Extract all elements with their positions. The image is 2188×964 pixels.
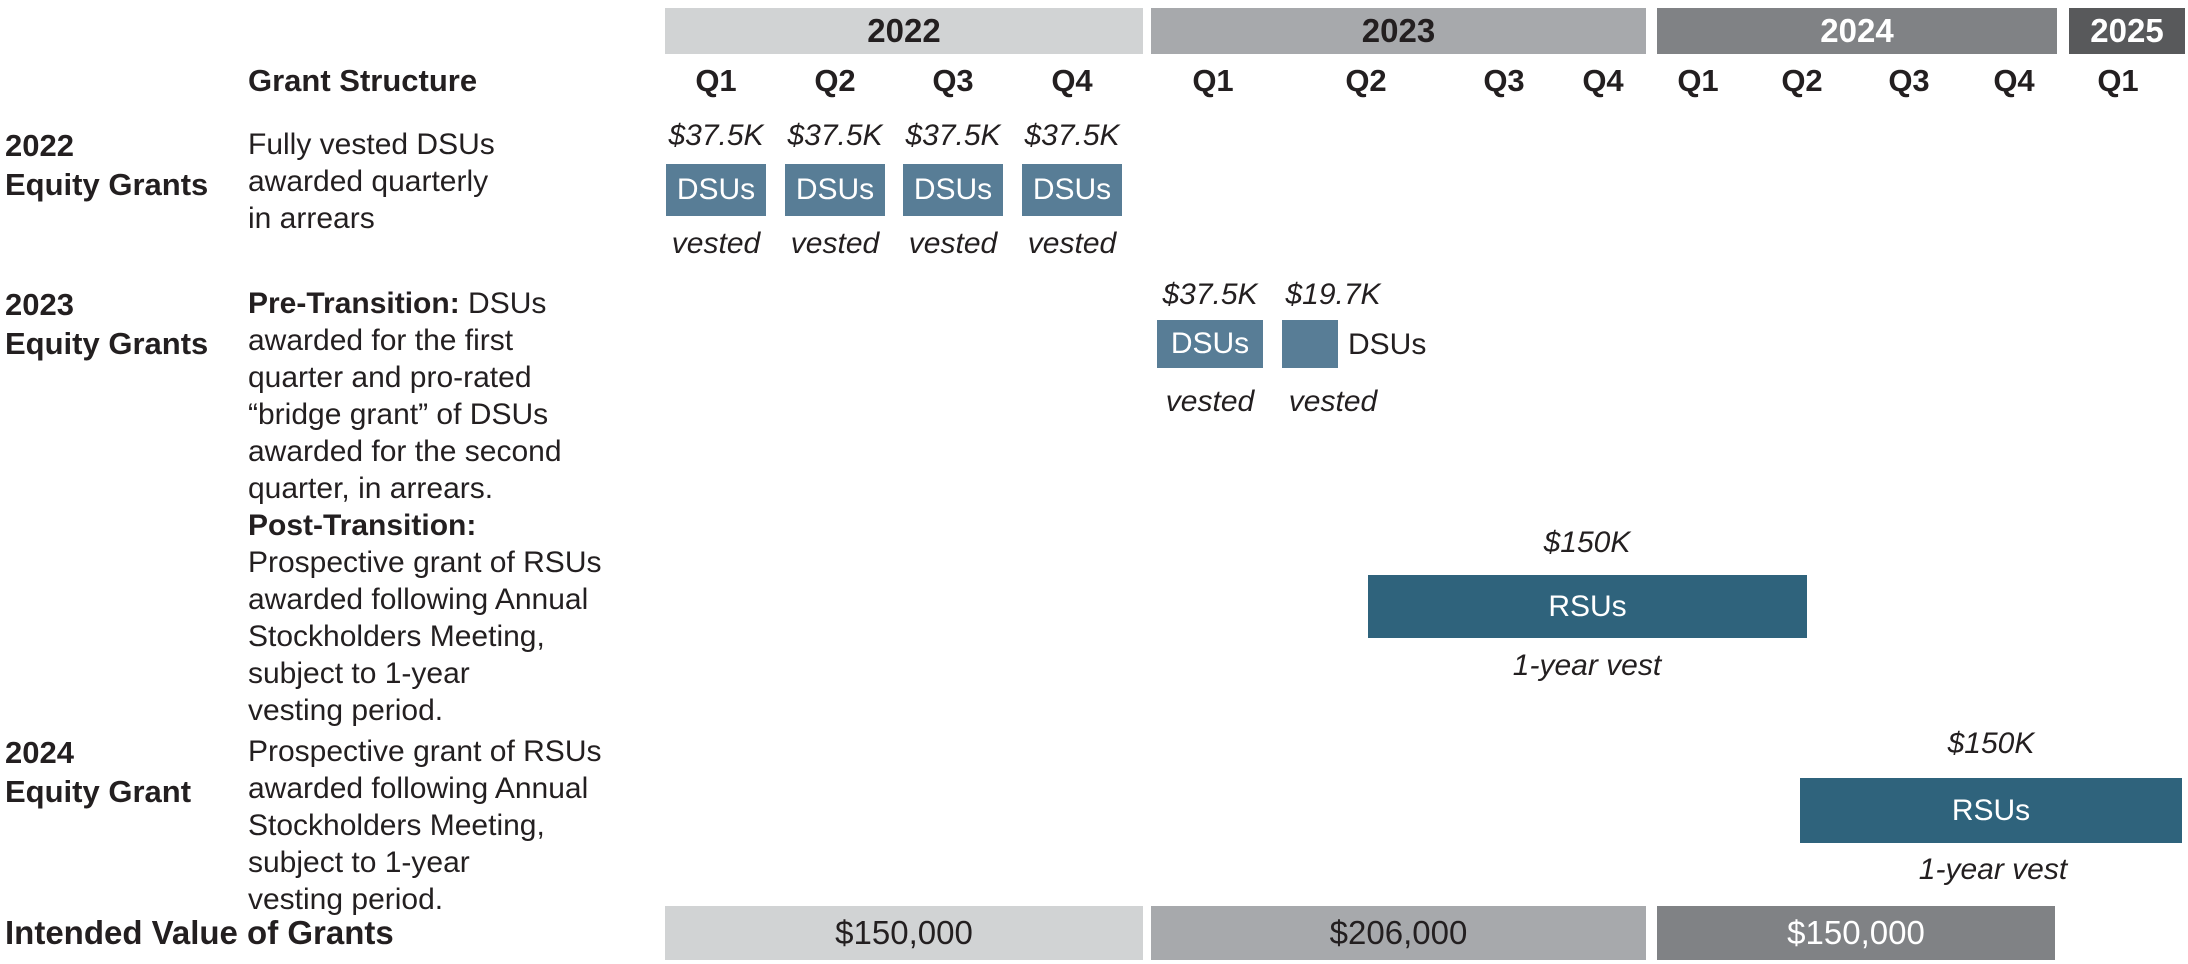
- row-label-year: 2023: [5, 287, 74, 322]
- description-line: Fully vested DSUs: [248, 128, 495, 161]
- quarter-label-2022-q3: Q3: [932, 63, 974, 98]
- dsu-grant-box: DSUs: [903, 164, 1003, 216]
- description-line: quarter, in arrears.: [248, 472, 494, 505]
- grant-value-label: $37.5K: [1162, 278, 1258, 311]
- grant-structure-description-2023: Pre-Transition: DSUs awarded for the fir…: [248, 285, 601, 729]
- description-line: awarded following Annual: [248, 583, 589, 616]
- grant-value-label: $150K: [1543, 526, 1631, 559]
- year-band-2023: 2023: [1151, 8, 1646, 54]
- description-line: Pre-Transition: DSUs: [248, 285, 601, 322]
- description-text: DSUs: [459, 287, 547, 320]
- quarter-label-2023-q2: Q2: [1345, 63, 1387, 98]
- rsu-grant-bar: RSUs: [1368, 575, 1807, 638]
- quarter-label-2024-q3: Q3: [1888, 63, 1930, 98]
- row-label-2023-equity-grants: 2023 Equity Grants: [5, 285, 208, 363]
- description-line: subject to 1-year: [248, 846, 470, 879]
- grant-structure-description-2024: Prospective grant of RSUs awarded follow…: [248, 733, 601, 918]
- grant-value-label: $150K: [1947, 727, 2035, 760]
- quarter-label-2024-q4: Q4: [1993, 63, 2035, 98]
- quarter-label-2022-q2: Q2: [814, 63, 856, 98]
- post-transition-label: Post-Transition:: [248, 509, 477, 542]
- dsu-grant-box: DSUs: [1157, 320, 1263, 368]
- row-label-caption: Equity Grants: [5, 167, 209, 202]
- vesting-status-label: vested: [790, 227, 880, 260]
- pre-transition-label: Pre-Transition:: [248, 287, 460, 320]
- description-line: Stockholders Meeting,: [248, 809, 545, 842]
- year-band-2024: 2024: [1657, 8, 2057, 54]
- row-label-year: 2022: [5, 128, 74, 163]
- description-line: subject to 1-year: [248, 657, 470, 690]
- grant-value-label: $37.5K: [1024, 119, 1120, 152]
- dsu-grant-box: DSUs: [1022, 164, 1122, 216]
- grant-value-label: $37.5K: [787, 119, 883, 152]
- description-line: awarded quarterly: [248, 165, 489, 198]
- dsu-grant-box: DSUs: [785, 164, 885, 216]
- description-line: awarded for the first: [248, 324, 514, 357]
- intended-value-2024: $150,000: [1657, 906, 2055, 960]
- quarter-label-2023-q3: Q3: [1483, 63, 1525, 98]
- description-line: vesting period.: [248, 883, 444, 916]
- year-band-2022: 2022: [665, 8, 1143, 54]
- description-line: Prospective grant of RSUs: [248, 735, 602, 768]
- dsu-bridge-grant-box: [1282, 320, 1338, 368]
- description-line: Prospective grant of RSUs: [248, 546, 602, 579]
- intended-value-2023: $206,000: [1151, 906, 1646, 960]
- rsu-grant-bar: RSUs: [1800, 778, 2182, 843]
- grant-value-label: $37.5K: [905, 119, 1001, 152]
- description-line: quarter and pro-rated: [248, 361, 532, 394]
- grant-structure-description-2022: Fully vested DSUs awarded quarterly in a…: [248, 126, 495, 237]
- row-label-caption: Equity Grant: [5, 774, 192, 809]
- row-label-2024-equity-grant: 2024 Equity Grant: [5, 733, 191, 811]
- row-label-year: 2024: [5, 735, 74, 770]
- grant-value-label: $37.5K: [668, 119, 764, 152]
- row-label-2022-equity-grants: 2022 Equity Grants: [5, 126, 208, 204]
- vesting-status-label: vested: [1288, 385, 1378, 418]
- grant-value-label: $19.7K: [1285, 278, 1381, 311]
- quarter-label-2025-q1: Q1: [2097, 63, 2139, 98]
- description-line: Stockholders Meeting,: [248, 620, 545, 653]
- description-line: awarded for the second: [248, 435, 562, 468]
- row-label-caption: Equity Grants: [5, 326, 209, 361]
- quarter-label-2022-q1: Q1: [695, 63, 737, 98]
- quarter-label-2024-q2: Q2: [1781, 63, 1823, 98]
- description-line: vesting period.: [248, 694, 444, 727]
- description-line: “bridge grant” of DSUs: [248, 398, 549, 431]
- vesting-status-label: vested: [908, 227, 998, 260]
- quarter-label-2023-q4: Q4: [1582, 63, 1624, 98]
- description-line: awarded following Annual: [248, 772, 589, 805]
- quarter-label-2023-q1: Q1: [1192, 63, 1234, 98]
- grant-structure-column-header: Grant Structure: [248, 63, 478, 98]
- quarter-label-2024-q1: Q1: [1677, 63, 1719, 98]
- vesting-status-label: vested: [1165, 385, 1255, 418]
- intended-value-row-label: Intended Value of Grants: [5, 914, 394, 951]
- quarter-label-2022-q4: Q4: [1051, 63, 1093, 98]
- vesting-status-label: vested: [1027, 227, 1117, 260]
- vesting-status-label: vested: [671, 227, 761, 260]
- description-line: in arrears: [248, 202, 375, 235]
- vesting-status-label: 1-year vest: [1918, 853, 2068, 886]
- dsu-bridge-grant-label: DSUs: [1348, 328, 1427, 361]
- intended-value-2022: $150,000: [665, 906, 1143, 960]
- dsu-grant-box: DSUs: [666, 164, 766, 216]
- year-band-2025: 2025: [2069, 8, 2185, 54]
- vesting-status-label: 1-year vest: [1512, 649, 1662, 682]
